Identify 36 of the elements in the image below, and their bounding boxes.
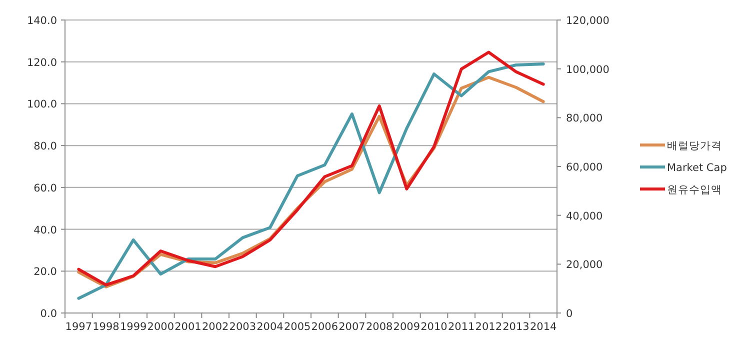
x-tick-label: 2014 [530, 321, 558, 333]
x-tick-label: 2013 [502, 321, 530, 333]
legend-label: 배럴당가격 [667, 140, 722, 152]
legend-label: Market Cap [667, 162, 728, 174]
y-tick-label: 120.0 [26, 56, 57, 69]
y2-tick-label: 40,000 [566, 210, 603, 222]
x-tick-label: 2007 [338, 321, 366, 333]
x-tick-label: 2009 [393, 321, 420, 333]
x-tick-label: 1998 [92, 321, 120, 333]
y-tick-label: 40.0 [34, 224, 57, 236]
y2-tick-label: 80,000 [566, 112, 603, 125]
y-tick-label: 20.0 [34, 266, 57, 278]
y-tick-label: 80.0 [34, 140, 57, 153]
x-tick-label: 2000 [147, 321, 174, 333]
x-tick-label: 2004 [256, 321, 284, 333]
x-tick-label: 2003 [229, 321, 256, 333]
x-tick-label: 2001 [174, 321, 202, 333]
x-tick-label: 2006 [311, 321, 338, 333]
y2-tick-label: 60,000 [566, 162, 603, 174]
y-tick-label: 140.0 [26, 15, 57, 27]
x-tick-label: 2008 [366, 321, 393, 333]
y-tick-label: 60.0 [34, 182, 57, 194]
x-tick-label: 2005 [284, 321, 311, 333]
x-tick-label: 2011 [448, 321, 475, 333]
y2-tick-label: 0 [566, 308, 573, 320]
x-tick-label: 2010 [420, 321, 448, 333]
legend-label: 원유수입액 [667, 184, 722, 196]
x-tick-label: 1999 [120, 321, 147, 333]
x-tick-label: 2012 [475, 321, 502, 333]
y2-tick-label: 100,000 [566, 64, 610, 76]
y2-tick-label: 20,000 [566, 259, 603, 272]
y-tick-label: 0.0 [40, 308, 57, 320]
x-tick-label: 2002 [202, 321, 229, 333]
y-tick-label: 100.0 [26, 98, 57, 111]
x-tick-label: 1997 [65, 321, 92, 333]
y2-tick-label: 120,000 [566, 15, 610, 27]
